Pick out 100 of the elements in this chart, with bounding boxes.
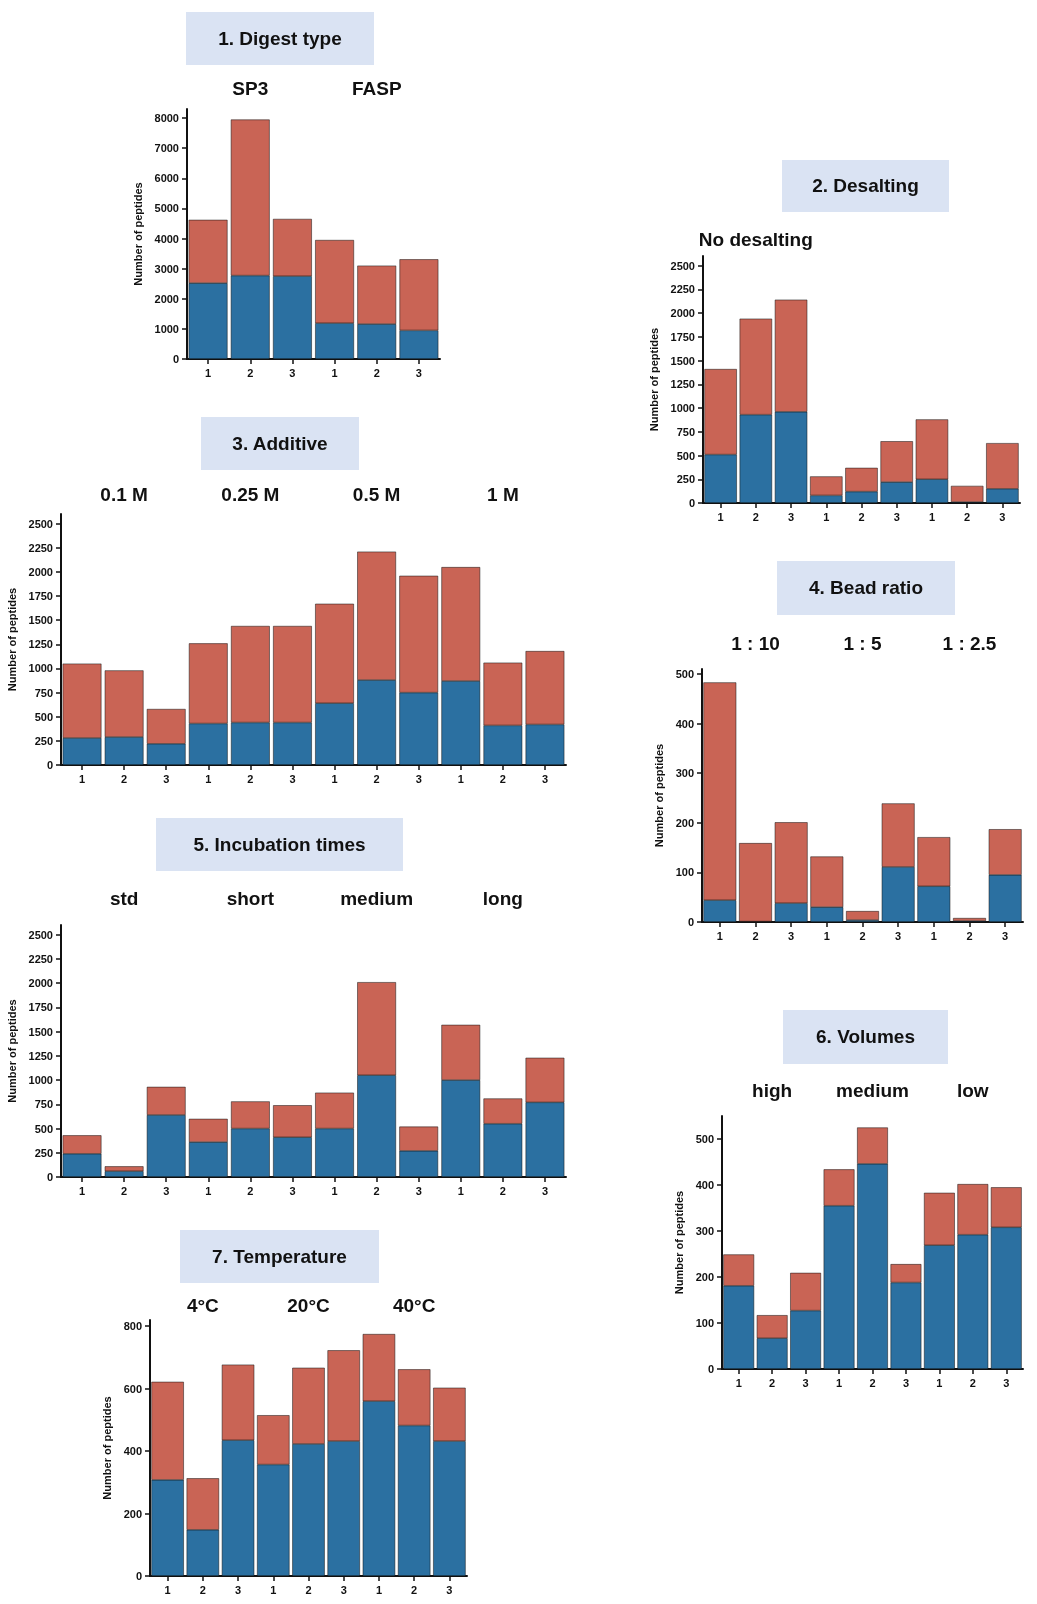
x-tick-label: 1 xyxy=(205,366,212,379)
x-tick-label: 2 xyxy=(499,772,506,785)
x-tick-label: 3 xyxy=(999,510,1006,523)
x-tick-label: 2 xyxy=(499,1184,506,1197)
x-tick-label: 3 xyxy=(415,366,422,379)
text: 4°C xyxy=(185,1295,220,1317)
y-tick-label: 8000 xyxy=(154,112,179,125)
x-tick-label: 1 xyxy=(78,1184,86,1197)
x-tick-label: 1 xyxy=(270,1583,277,1596)
text: 1 : 5 xyxy=(842,633,883,655)
y-tick-label: 750 xyxy=(34,1098,53,1111)
x-tick-label: 3 xyxy=(788,929,795,942)
x-tick-label: 3 xyxy=(415,772,422,785)
x-tick-label: 3 xyxy=(802,1376,809,1389)
y-tick-label: 2250 xyxy=(28,952,53,965)
y-tick-label: 1500 xyxy=(28,614,53,627)
chart-title: 6. Volumes xyxy=(783,1010,948,1064)
y-axis-title: Number of peptides xyxy=(653,743,666,848)
x-tick-label: 3 xyxy=(902,1376,910,1389)
text: 1 M xyxy=(486,484,520,506)
x-tick-label: 2 xyxy=(769,1376,776,1389)
x-tick-label: 3 xyxy=(163,1184,170,1197)
y-tick-label: 300 xyxy=(695,1225,714,1237)
y-tick-label: 500 xyxy=(676,449,695,462)
x-tick-label: 2 xyxy=(247,772,254,785)
text: SP3 xyxy=(231,78,270,100)
x-tick-label: 2 xyxy=(859,929,866,942)
y-axis-title: Number of peptides xyxy=(6,999,19,1103)
y-tick-label: 300 xyxy=(675,767,694,780)
y-tick-label: 250 xyxy=(34,1146,53,1159)
text: 1 : 2.5 xyxy=(941,633,998,655)
x-tick-label: 2 xyxy=(373,1184,380,1197)
x-tick-label: 2 xyxy=(121,1184,128,1197)
y-axis-title: Number of peptides xyxy=(673,1190,686,1295)
x-tick-label: 2 xyxy=(373,366,380,379)
chart-title: 7. Temperature xyxy=(180,1230,379,1283)
y-tick-label: 1500 xyxy=(670,354,695,367)
text: No desalting xyxy=(697,229,814,251)
y-tick-label: 1250 xyxy=(28,638,53,651)
y-tick-label: 2500 xyxy=(28,517,53,530)
text: low xyxy=(956,1080,989,1101)
y-tick-label: 0 xyxy=(687,916,694,928)
y-tick-label: 2000 xyxy=(670,307,695,319)
y-tick-label: 0 xyxy=(172,353,179,365)
y-axis-title: Number of peptides xyxy=(648,327,661,432)
y-tick-label: 1000 xyxy=(154,322,179,335)
x-tick-label: 1 xyxy=(457,772,464,785)
y-tick-label: 4000 xyxy=(154,232,179,245)
y-tick-label: 100 xyxy=(675,866,694,879)
y-tick-label: 1250 xyxy=(670,378,695,391)
text: FASP xyxy=(350,78,403,100)
x-tick-label: 1 xyxy=(205,772,212,785)
y-tick-label: 500 xyxy=(34,1122,53,1135)
y-tick-label: 750 xyxy=(34,686,53,699)
text: 40°C xyxy=(391,1295,437,1317)
chart-title: 1. Digest type xyxy=(186,12,374,65)
y-tick-label: 3000 xyxy=(154,262,179,275)
text: 0.5 M xyxy=(351,484,402,506)
x-tick-label: 1 xyxy=(936,1376,943,1389)
x-tick-label: 1 xyxy=(735,1376,742,1389)
x-tick-label: 3 xyxy=(787,510,795,523)
y-tick-label: 5000 xyxy=(154,202,179,215)
text: 0.25 M xyxy=(220,484,281,506)
y-tick-label: 800 xyxy=(123,1320,142,1333)
text: 20°C xyxy=(286,1295,331,1317)
text: std xyxy=(108,888,140,910)
x-tick-label: 1 xyxy=(717,510,724,523)
y-tick-label: 200 xyxy=(123,1507,142,1520)
x-tick-label: 3 xyxy=(340,1583,347,1596)
x-tick-label: 2 xyxy=(858,510,865,523)
text: short xyxy=(225,888,276,910)
x-tick-label: 3 xyxy=(289,772,296,785)
y-tick-label: 500 xyxy=(675,667,694,680)
x-tick-label: 2 xyxy=(305,1583,312,1596)
x-tick-label: 2 xyxy=(752,929,759,942)
x-tick-label: 3 xyxy=(893,510,900,523)
x-tick-label: 1 xyxy=(331,772,338,785)
x-tick-label: 2 xyxy=(247,366,254,379)
text: 1 : 10 xyxy=(730,633,781,655)
x-tick-label: 2 xyxy=(247,1184,254,1197)
x-tick-label: 3 xyxy=(1003,1376,1010,1389)
y-tick-label: 250 xyxy=(676,473,695,486)
text: long xyxy=(481,888,524,910)
y-tick-label: 400 xyxy=(675,717,694,730)
x-tick-label: 3 xyxy=(234,1583,242,1596)
y-tick-label: 2500 xyxy=(28,928,53,941)
text: high xyxy=(752,1080,793,1101)
x-tick-label: 2 xyxy=(411,1583,418,1596)
y-tick-label: 400 xyxy=(695,1179,714,1191)
y-tick-label: 7000 xyxy=(154,142,179,155)
x-tick-label: 3 xyxy=(415,1184,422,1197)
x-tick-label: 1 xyxy=(164,1583,171,1596)
y-tick-label: 1000 xyxy=(670,402,695,414)
x-tick-label: 1 xyxy=(716,929,723,942)
text: medium xyxy=(835,1080,910,1102)
y-tick-label: 750 xyxy=(676,425,695,438)
x-tick-label: 1 xyxy=(331,1184,338,1197)
y-tick-label: 0 xyxy=(135,1570,142,1582)
y-tick-label: 1500 xyxy=(28,1025,53,1038)
x-tick-label: 3 xyxy=(289,1184,296,1197)
